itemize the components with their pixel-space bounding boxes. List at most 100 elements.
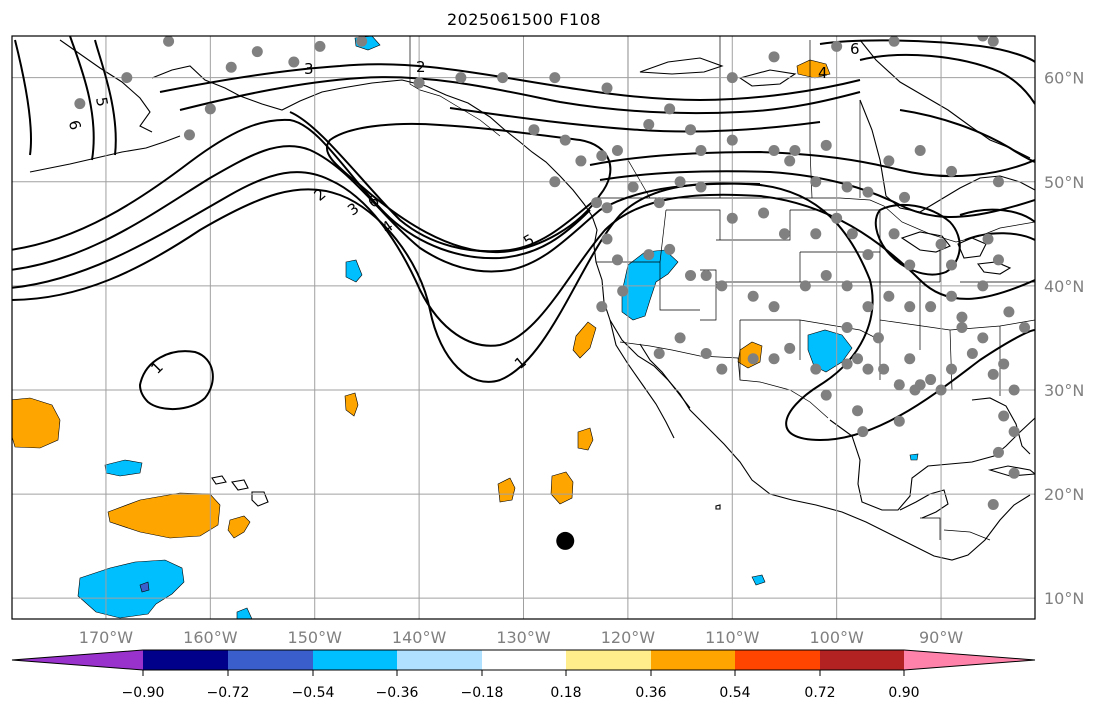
station-dot — [977, 280, 989, 292]
station-dot — [121, 72, 133, 84]
us-mexico-border — [619, 341, 829, 419]
station-dot — [852, 353, 864, 365]
station-dot — [904, 353, 916, 365]
station-dot — [497, 72, 509, 84]
station-dot — [998, 358, 1010, 370]
station-dot — [413, 77, 425, 89]
contour-line — [874, 203, 961, 276]
gulf-of-california-coast — [639, 343, 691, 409]
station-dot — [288, 56, 300, 68]
negative-anomaly-patch — [236, 607, 253, 619]
contour-label: 6 — [850, 40, 860, 58]
station-dot — [314, 40, 326, 52]
station-dot — [251, 46, 263, 58]
colorbar-tick-label: 0.18 — [550, 685, 581, 701]
station-dot — [998, 410, 1010, 422]
station-dot — [977, 36, 989, 42]
station-dot — [758, 207, 770, 219]
station-dot — [778, 228, 790, 240]
station-dot — [883, 155, 895, 167]
colorbar-bin — [651, 650, 735, 670]
alaska-canada-border — [409, 36, 501, 137]
station-dot — [987, 368, 999, 380]
station-dot — [643, 249, 655, 261]
north-america-coastline — [151, 65, 1031, 561]
highlighted-station-marker — [556, 531, 575, 550]
station-dot — [784, 155, 796, 167]
station-dot — [841, 280, 853, 292]
station-dot — [695, 181, 707, 193]
station-dot — [685, 269, 697, 281]
map-title: 2025061500 F108 — [446, 10, 602, 29]
arctic-coast-islands — [639, 57, 797, 87]
positive-anomaly-patch — [12, 397, 61, 449]
contour-line — [449, 107, 821, 133]
station-dot — [611, 145, 623, 157]
contour-line — [14, 39, 32, 156]
latitude-tick-labels: 10°N 20°N 30°N 40°N 50°N 60°N — [1044, 69, 1084, 609]
station-dot — [1008, 426, 1020, 438]
station-dot — [904, 301, 916, 313]
longitude-tick-label: 120°W — [601, 628, 656, 647]
station-dot — [820, 269, 832, 281]
contour-line — [859, 53, 1035, 105]
station-dot — [601, 202, 613, 214]
station-dot — [841, 322, 853, 333]
alaska-west-coast — [59, 39, 153, 133]
station-dot — [664, 103, 676, 115]
station-dot — [945, 165, 957, 177]
station-dot — [356, 36, 368, 47]
longitude-tick-label: 90°W — [919, 628, 963, 647]
station-dot — [768, 145, 780, 157]
station-dot — [878, 363, 890, 375]
colorbar-tick-label: −0.72 — [207, 685, 250, 701]
latitude-tick-label: 60°N — [1044, 69, 1084, 88]
contour-line — [12, 182, 1035, 442]
strong-negative-core — [139, 581, 150, 593]
station-dot — [716, 363, 728, 375]
station-dot — [601, 233, 613, 245]
station-dot — [74, 98, 86, 110]
contour-label: 5 — [92, 96, 111, 109]
station-dot — [549, 176, 561, 188]
station-dot — [601, 82, 613, 94]
contour-line — [69, 36, 95, 161]
contour-line — [589, 150, 1035, 178]
station-dot — [674, 176, 686, 188]
contour-line — [12, 145, 761, 273]
station-dot — [893, 379, 905, 391]
colorbar-tick-label: 0.54 — [719, 685, 750, 701]
latitude-tick-label: 20°N — [1044, 485, 1084, 504]
colorbar-tick-label: −0.54 — [292, 685, 335, 701]
longitude-tick-label: 140°W — [392, 628, 447, 647]
station-dot — [862, 301, 874, 313]
station-dot — [914, 145, 926, 157]
station-dot — [831, 40, 843, 52]
contour-line — [964, 232, 1035, 241]
station-dot — [596, 301, 608, 313]
contour-line — [325, 122, 612, 254]
station-dot — [784, 342, 796, 354]
longitude-tick-labels: 170°W 160°W 150°W 140°W 130°W 120°W 110°W 100°W… — [79, 628, 964, 647]
station-dot — [695, 145, 707, 157]
station-dot — [852, 405, 864, 417]
longitude-tick-label: 110°W — [705, 628, 760, 647]
station-dot — [987, 36, 999, 47]
station-dot — [945, 290, 957, 302]
station-dot — [726, 72, 738, 84]
colorbar-bin — [143, 650, 228, 670]
station-dot — [1008, 384, 1020, 396]
station-dot — [810, 176, 822, 188]
longitude-tick-label: 100°W — [809, 628, 864, 647]
colorbar-tick-label: 0.72 — [804, 685, 835, 701]
station-dot — [831, 212, 843, 224]
contour-line — [899, 109, 1035, 163]
colorbar-tick-label: −0.36 — [376, 685, 419, 701]
station-dot — [935, 238, 947, 250]
station-dot — [872, 332, 884, 344]
latitude-tick-label: 30°N — [1044, 381, 1084, 400]
positive-anomaly-patch — [577, 427, 594, 451]
station-dot — [455, 72, 467, 84]
station-dot — [820, 139, 832, 151]
hudson-bay-west — [859, 99, 1035, 213]
